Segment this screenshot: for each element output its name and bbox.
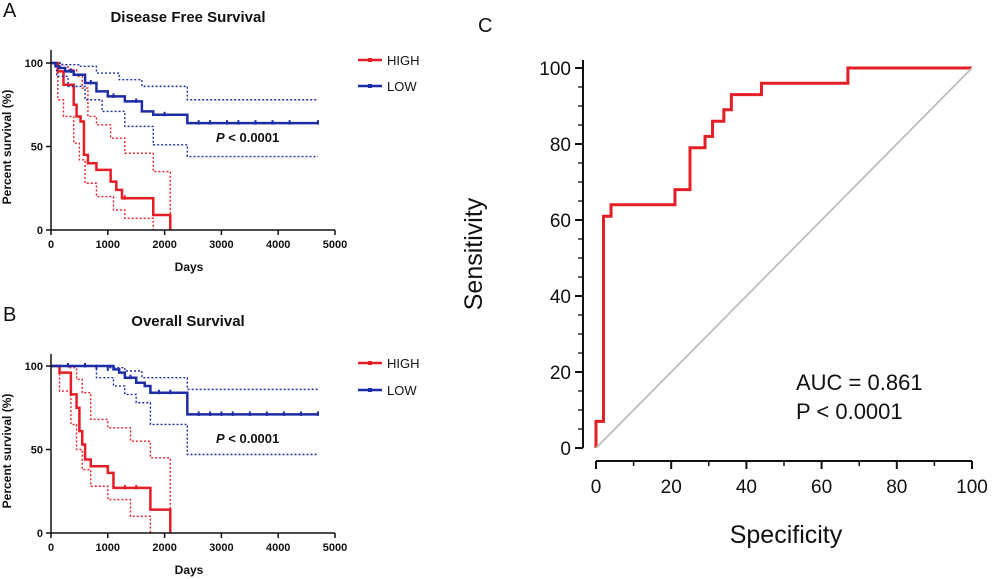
tick-layer: 0 20 40 60 80 100 0 20 40 60 80 100 [539,59,988,498]
series-layer [594,66,973,449]
p-value-text: < 0.0001 [225,431,280,446]
x-tick-label: 20 [661,477,682,498]
y-tick-label: 50 [31,445,43,457]
series-low-ci-lower [51,365,318,456]
panel-letter-a: A [3,0,17,22]
legend: HIGH LOW [358,53,420,94]
series-layer [51,61,319,230]
axis-layer [50,354,335,534]
x-tick-label: 5000 [323,542,347,554]
x-tick-label: 2000 [152,542,176,554]
x-axis-label: Days [175,260,204,274]
series-high-ci-lower [51,365,152,533]
series-low-ci-upper [51,365,318,391]
x-tick-label: 60 [811,477,832,498]
series-low-ci-lower [51,62,318,158]
p-value-annotation: P < 0.0001 [216,130,279,145]
x-tick-label: 5000 [323,239,347,251]
y-tick-label: 100 [539,59,571,80]
y-axis-label: Sensitivity [460,197,488,310]
panel-letter-c: C [478,15,492,37]
y-tick-label: 80 [550,135,571,156]
series-high-ci-lower [51,62,154,230]
legend-label-high: HIGH [387,356,420,371]
y-tick-label: 100 [25,58,43,70]
roc-chart: 0 20 40 60 80 100 0 20 40 60 80 100 Specificity Sen… [460,59,988,549]
panel-letter-b: B [3,304,16,326]
legend-label-high: HIGH [387,53,420,68]
series-low-ci-upper [51,62,318,101]
x-tick-label: 80 [886,477,907,498]
p-value-annotation: P < 0.0001 [216,431,279,446]
x-tick-label: 4000 [266,239,290,251]
x-axis-label: Days [175,563,204,577]
y-tick-label: 20 [550,363,571,384]
axis-layer [50,50,335,231]
y-tick-label: 0 [37,225,43,237]
legend-marker-low [368,388,372,392]
chart-title: Overall Survival [131,313,244,330]
legend: HIGH LOW [358,356,420,398]
x-tick-label: 2000 [152,239,176,251]
series-layer [51,363,319,533]
x-tick-label: 4000 [266,542,290,554]
x-axis-label: Specificity [730,521,843,549]
y-tick-label: 100 [25,361,43,373]
x-tick-label: 0 [591,477,602,498]
x-tick-label: 0 [48,239,54,251]
p-value-text: < 0.0001 [225,130,280,145]
x-tick-label: 1000 [96,239,120,251]
x-tick-label: 100 [956,477,988,498]
series-roc [594,66,972,448]
tick-layer: 0 1000 2000 3000 4000 5000 0 50 100 [25,58,348,251]
legend-label-low: LOW [387,383,417,398]
series-high-ci-upper [51,365,171,533]
y-tick-label: 0 [560,439,571,460]
y-axis-label: Percent survival (%) [0,394,14,509]
series-high-ci-upper [51,62,171,230]
legend-marker-high [368,58,372,62]
y-tick-label: 0 [37,528,43,540]
x-tick-label: 1000 [96,542,120,554]
series-low [51,61,318,125]
legend-marker-low [368,84,372,88]
series-reference [595,67,973,449]
chart-title: Disease Free Survival [110,9,265,26]
p-value-prefix: P [216,431,225,446]
series-low [51,364,318,416]
legend-label-low: LOW [387,79,417,94]
p-value-prefix: P [216,130,225,145]
p-value-annotation: P < 0.0001 [796,399,903,424]
x-tick-label: 40 [736,477,757,498]
auc-annotation: AUC = 0.861 [796,370,923,395]
y-tick-label: 60 [550,211,571,232]
series-high [51,61,172,230]
tick-layer: 0 1000 2000 3000 4000 5000 0 50 100 [25,361,348,554]
km-chart-dfs: Disease Free Survival 0 1000 2000 3000 4000 5… [0,9,420,274]
x-tick-label: 3000 [209,542,233,554]
y-tick-label: 40 [550,287,571,308]
x-tick-label: 3000 [209,239,233,251]
y-tick-label: 50 [31,142,43,154]
x-tick-label: 0 [48,542,54,554]
km-chart-os: Overall Survival 0 1000 2000 3000 4000 5000 0 5… [0,313,420,577]
y-axis-label: Percent survival (%) [0,90,14,205]
legend-marker-high [368,361,372,365]
